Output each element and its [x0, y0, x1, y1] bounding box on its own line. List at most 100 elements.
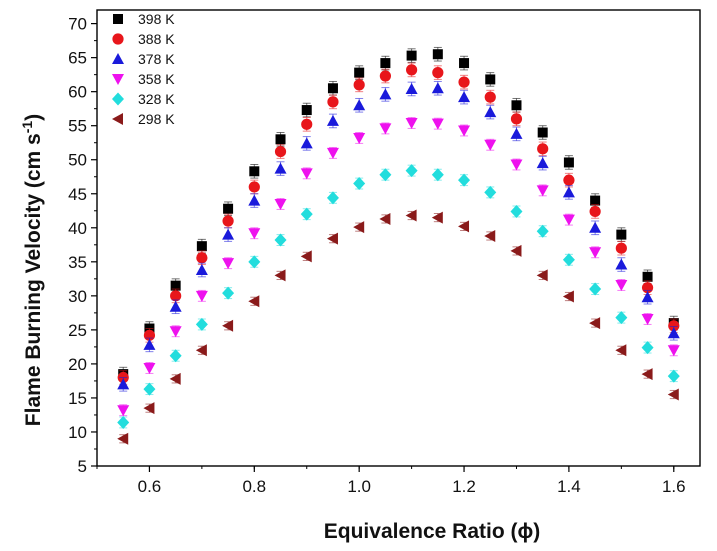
data-point	[143, 362, 156, 374]
data-point	[195, 317, 208, 331]
data-point	[274, 198, 287, 210]
data-point	[195, 263, 208, 275]
data-point	[301, 105, 312, 116]
data-point	[615, 258, 628, 270]
y-axis-title-sup: -1	[19, 121, 35, 134]
data-point	[222, 286, 235, 300]
data-point	[353, 79, 365, 91]
data-point	[143, 382, 156, 396]
data-point	[196, 252, 208, 264]
data-point	[562, 290, 574, 303]
data-point	[249, 166, 260, 177]
data-point	[458, 91, 471, 103]
data-point	[223, 203, 234, 214]
plot-frame-layer	[96, 9, 701, 467]
x-tick-label: 0.8	[242, 477, 266, 496]
data-point	[300, 250, 312, 263]
data-point	[274, 269, 286, 282]
y-tick-label: 70	[68, 15, 87, 34]
data-point	[301, 118, 313, 130]
data-point	[405, 164, 418, 178]
y-tick-label: 30	[68, 287, 87, 306]
data-point	[354, 67, 365, 78]
ticks-layer: 0.6 0.8 1.0 1.2 1.4 1.6 5 10 15 20 25 30 35 40 45 50 55 6…	[68, 15, 686, 496]
y-axis-title-main: Flame Burning Velocity (cm s	[22, 133, 45, 426]
data-point	[510, 159, 523, 171]
data-point	[485, 74, 496, 85]
legend-item: 328 K	[112, 91, 175, 107]
data-point	[537, 127, 548, 138]
legend-item: 378 K	[112, 51, 175, 67]
data-point	[510, 244, 522, 257]
data-point	[510, 113, 523, 125]
series	[117, 117, 680, 417]
legend-marker	[112, 33, 124, 45]
data-point	[406, 64, 418, 76]
data-point	[170, 290, 182, 302]
data-point	[511, 100, 522, 111]
legend-label: 378 K	[138, 51, 175, 67]
data-point	[458, 125, 471, 137]
data-point	[510, 127, 523, 139]
data-point	[274, 162, 287, 174]
data-point	[169, 326, 182, 338]
data-point	[326, 191, 339, 205]
data-point	[615, 311, 628, 325]
data-point	[484, 106, 497, 118]
data-point	[458, 173, 471, 187]
data-point	[143, 402, 155, 415]
data-point	[379, 123, 392, 135]
data-point	[667, 388, 679, 401]
data-point	[641, 368, 653, 381]
data-point	[537, 143, 549, 155]
data-point	[405, 209, 417, 222]
data-point	[196, 241, 207, 252]
data-point	[275, 134, 286, 145]
legend-marker	[112, 92, 124, 106]
data-point	[510, 204, 523, 218]
data-point	[668, 320, 680, 332]
y-tick-label: 55	[68, 117, 87, 136]
data-point	[589, 205, 601, 218]
data-point	[353, 221, 365, 234]
data-point	[327, 83, 338, 94]
y-tick-label: 5	[78, 457, 87, 476]
data-point	[484, 91, 496, 103]
series	[117, 209, 679, 445]
data-point	[536, 157, 549, 169]
data-point	[431, 118, 444, 130]
data-point	[563, 174, 575, 186]
data-point	[616, 229, 627, 240]
data-point	[590, 195, 601, 206]
legend-marker	[112, 74, 124, 85]
data-point	[484, 139, 497, 151]
data-point	[484, 229, 496, 242]
data-point	[563, 157, 574, 168]
data-point	[117, 378, 130, 390]
y-tick-label: 60	[68, 83, 87, 102]
data-point	[641, 291, 654, 303]
data-point	[562, 214, 575, 226]
data-point	[589, 221, 602, 233]
data-point	[536, 185, 549, 197]
legend-marker	[112, 113, 123, 125]
data-point	[222, 228, 235, 240]
legend-item: 358 K	[112, 71, 175, 87]
data-point	[195, 344, 207, 357]
y-tick-label: 35	[68, 253, 87, 272]
data-point	[326, 114, 339, 126]
y-axis-title-close: )	[22, 114, 45, 121]
y-tick-label: 10	[68, 423, 87, 442]
data-point	[484, 185, 497, 199]
x-tick-label: 1.2	[452, 477, 476, 496]
data-point	[353, 177, 366, 191]
data-point	[326, 232, 338, 245]
data-point	[326, 147, 339, 159]
data-point	[169, 300, 182, 312]
data-point	[169, 372, 181, 385]
legend-label: 298 K	[138, 111, 175, 127]
legend-marker	[112, 53, 124, 64]
legend-marker	[113, 14, 123, 24]
data-point	[143, 338, 156, 350]
